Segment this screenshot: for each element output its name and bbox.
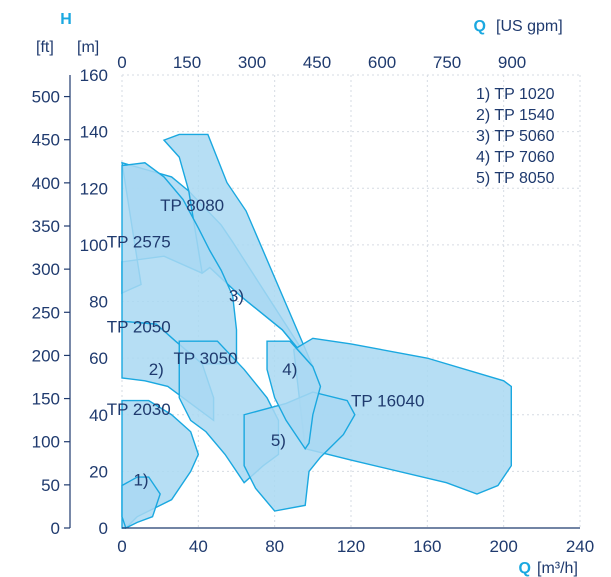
top-x-tick-label: 0: [117, 53, 126, 72]
y-m-tick-label: 120: [80, 179, 108, 198]
zone-tp-16040: [293, 337, 512, 495]
top-x-tick-label: 750: [433, 53, 461, 72]
legend-entry: 1) TP 1020: [476, 86, 555, 103]
bottom-axis-unit: [m³/h]: [537, 560, 578, 577]
zone-label: TP 2575: [107, 233, 171, 252]
top-x-tick-label: 600: [368, 53, 396, 72]
y-ft-tick-label: 100: [32, 433, 60, 452]
axes: [69, 75, 580, 529]
top-axis-key: Q: [474, 18, 486, 35]
zone-label: 3): [229, 287, 244, 306]
x-tick-label: 80: [265, 537, 284, 556]
zone-label: TP 3050: [174, 349, 238, 368]
y-m-tick-label: 80: [89, 293, 108, 312]
bottom-axis-key: Q: [519, 560, 531, 577]
legend-entry: 3) TP 5060: [476, 128, 555, 145]
legend-entry: 5) TP 8050: [476, 170, 555, 187]
y-m-tick-label: 40: [89, 406, 108, 425]
y-ft-tick-label: 300: [32, 260, 60, 279]
y-ft-tick-label: 450: [32, 131, 60, 150]
zone-tp-8080-upper: [162, 133, 314, 368]
top-x-tick-label: 300: [238, 53, 266, 72]
y-m-tick-label: 160: [80, 66, 108, 85]
y-ft-tick-label: 0: [51, 519, 60, 538]
zone-label: TP 2050: [107, 318, 171, 337]
y-m-tick-label: 0: [99, 519, 108, 538]
zone-label: 2): [149, 360, 164, 379]
y-ft-tick-label: 50: [41, 476, 60, 495]
x-tick-label: 160: [413, 537, 441, 556]
zone-label: 1): [133, 471, 148, 490]
x-tick-label: 200: [489, 537, 517, 556]
zone-label: TP 16040: [351, 391, 424, 410]
legend: 1) TP 1020 2) TP 1540 3) TP 5060 4) TP 7060…: [476, 86, 555, 187]
zone-label: 5): [271, 431, 286, 450]
zone-4-: [266, 340, 322, 450]
y-axis-m-unit: [m]: [77, 39, 99, 56]
y-m-tick-label: 100: [80, 236, 108, 255]
zone-1-: [121, 476, 161, 529]
y-ft-tick-label: 200: [32, 346, 60, 365]
zone-label: TP 8080: [160, 196, 224, 215]
x-tick-label: 40: [189, 537, 208, 556]
y-ft-tick-label: 250: [32, 303, 60, 322]
y-axis-ft-unit: [ft]: [36, 39, 54, 56]
legend-entry: 4) TP 7060: [476, 149, 555, 166]
y-m-tick-label: 60: [89, 349, 108, 368]
top-x-tick-label: 450: [303, 53, 331, 72]
zone-label: 4): [282, 360, 297, 379]
top-axis-unit: [US gpm]: [496, 18, 563, 35]
performance-zones: [121, 133, 512, 529]
y-ft-tick-label: 400: [32, 174, 60, 193]
zone-label: TP 2030: [107, 400, 171, 419]
y-ft-tick-label: 350: [32, 217, 60, 236]
legend-entry: 2) TP 1540: [476, 107, 555, 124]
x-tick-label: 0: [117, 537, 126, 556]
top-x-tick-label: 150: [173, 53, 201, 72]
y-axis-key: H: [60, 11, 72, 28]
y-m-tick-label: 20: [89, 462, 108, 481]
x-tick-label: 120: [337, 537, 365, 556]
top-x-tick-label: 900: [498, 53, 526, 72]
y-ft-tick-label: 500: [32, 88, 60, 107]
y-ft-tick-label: 150: [32, 390, 60, 409]
x-tick-label: 240: [566, 537, 594, 556]
y-m-tick-label: 140: [80, 123, 108, 142]
